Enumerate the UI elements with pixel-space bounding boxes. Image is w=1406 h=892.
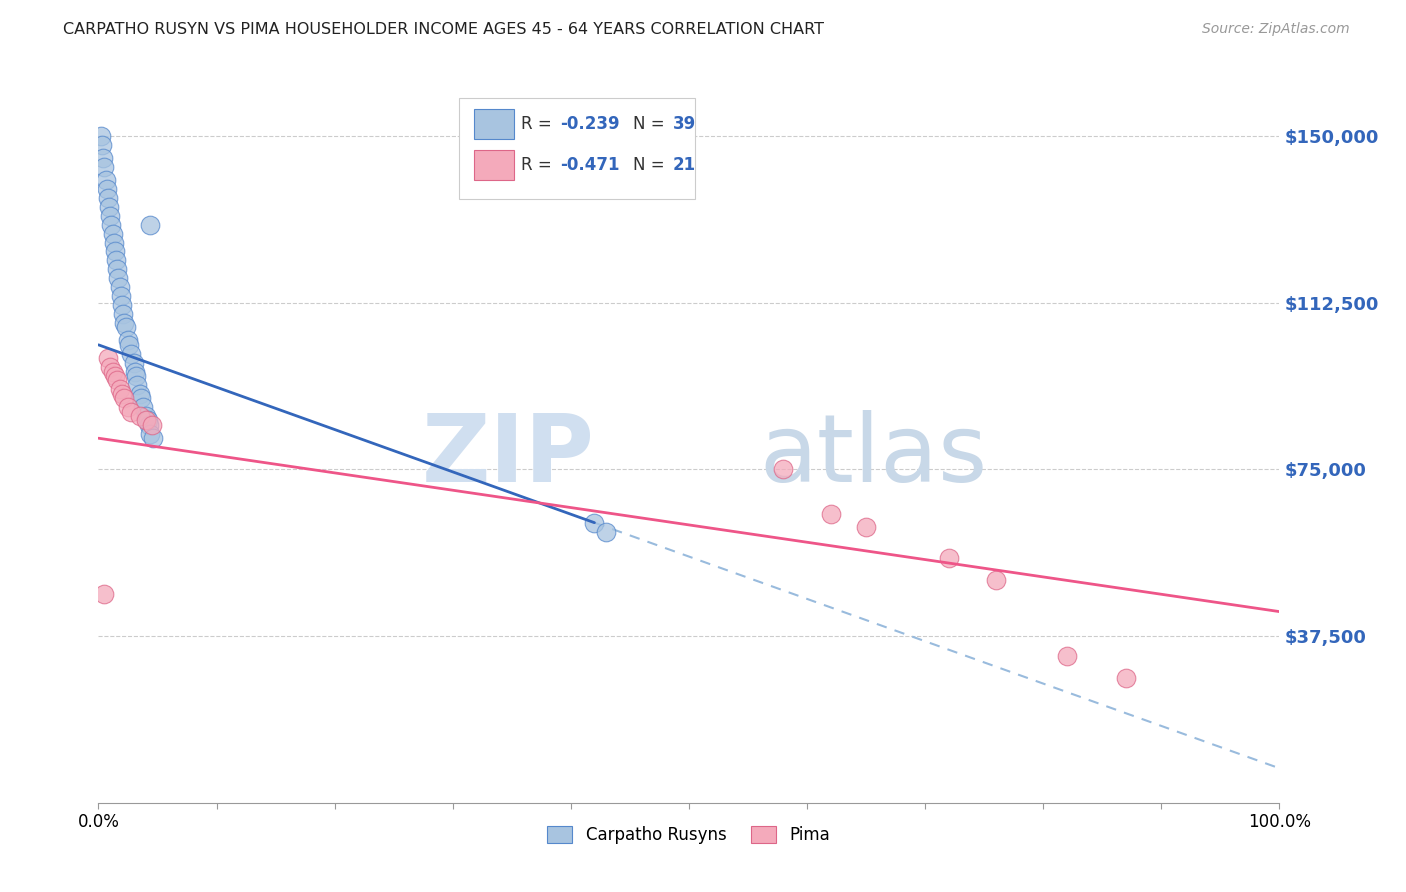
Text: R =: R = [522, 156, 557, 174]
Point [124, 364, 146, 378]
Point [117, 400, 139, 414]
Point [103, 235, 125, 250]
Point [772, 462, 794, 476]
Point [112, 316, 135, 330]
Point [108, 280, 131, 294]
Point [108, 382, 131, 396]
Point [128, 386, 150, 401]
Point [595, 524, 617, 539]
Point [136, 413, 159, 427]
Point [117, 334, 139, 348]
Legend: Carpatho Rusyns, Pima: Carpatho Rusyns, Pima [538, 817, 839, 852]
Point [583, 516, 606, 530]
Point [128, 409, 150, 423]
Point [104, 244, 127, 259]
Point [118, 338, 141, 352]
Point [122, 356, 145, 370]
Point [820, 507, 842, 521]
Point [142, 431, 165, 445]
Point [101, 364, 124, 378]
Point [984, 574, 1007, 588]
Point [139, 218, 162, 232]
Point [107, 271, 129, 285]
Point [132, 400, 155, 414]
Point [127, 377, 149, 392]
Point [121, 347, 143, 361]
Text: -0.239: -0.239 [560, 115, 620, 133]
Point [91, 151, 114, 165]
Text: ZIP: ZIP [422, 410, 595, 502]
Point [855, 520, 877, 534]
Point [91, 137, 114, 152]
Text: -0.471: -0.471 [560, 156, 620, 174]
Text: 21: 21 [672, 156, 696, 174]
Text: atlas: atlas [759, 410, 988, 502]
Point [98, 200, 121, 214]
Text: Source: ZipAtlas.com: Source: ZipAtlas.com [1202, 22, 1350, 37]
FancyBboxPatch shape [458, 98, 695, 200]
Point [98, 209, 121, 223]
Point [93, 160, 115, 174]
Point [96, 182, 118, 196]
Point [111, 298, 134, 312]
Point [105, 253, 128, 268]
Point [104, 368, 127, 383]
Point [1115, 671, 1137, 685]
Point [97, 191, 120, 205]
Point [110, 289, 132, 303]
Point [98, 360, 121, 375]
Point [97, 351, 120, 366]
FancyBboxPatch shape [474, 150, 515, 180]
Point [112, 307, 135, 321]
Point [121, 404, 143, 418]
Point [94, 173, 117, 187]
Point [105, 373, 128, 387]
Point [114, 320, 136, 334]
Point [125, 368, 148, 383]
Text: R =: R = [522, 115, 557, 133]
FancyBboxPatch shape [474, 109, 515, 139]
Point [135, 413, 157, 427]
Point [90, 128, 112, 143]
Point [129, 391, 152, 405]
Point [105, 262, 128, 277]
Text: CARPATHO RUSYN VS PIMA HOUSEHOLDER INCOME AGES 45 - 64 YEARS CORRELATION CHART: CARPATHO RUSYN VS PIMA HOUSEHOLDER INCOM… [63, 22, 824, 37]
Point [938, 551, 960, 566]
Point [138, 417, 160, 432]
Text: N =: N = [634, 156, 671, 174]
Point [100, 218, 122, 232]
Point [141, 417, 163, 432]
Point [112, 391, 135, 405]
Point [93, 587, 115, 601]
Point [135, 409, 157, 423]
Text: N =: N = [634, 115, 671, 133]
Point [1056, 649, 1078, 664]
Point [101, 227, 124, 241]
Text: 39: 39 [672, 115, 696, 133]
Point [111, 386, 134, 401]
Point [139, 426, 162, 441]
